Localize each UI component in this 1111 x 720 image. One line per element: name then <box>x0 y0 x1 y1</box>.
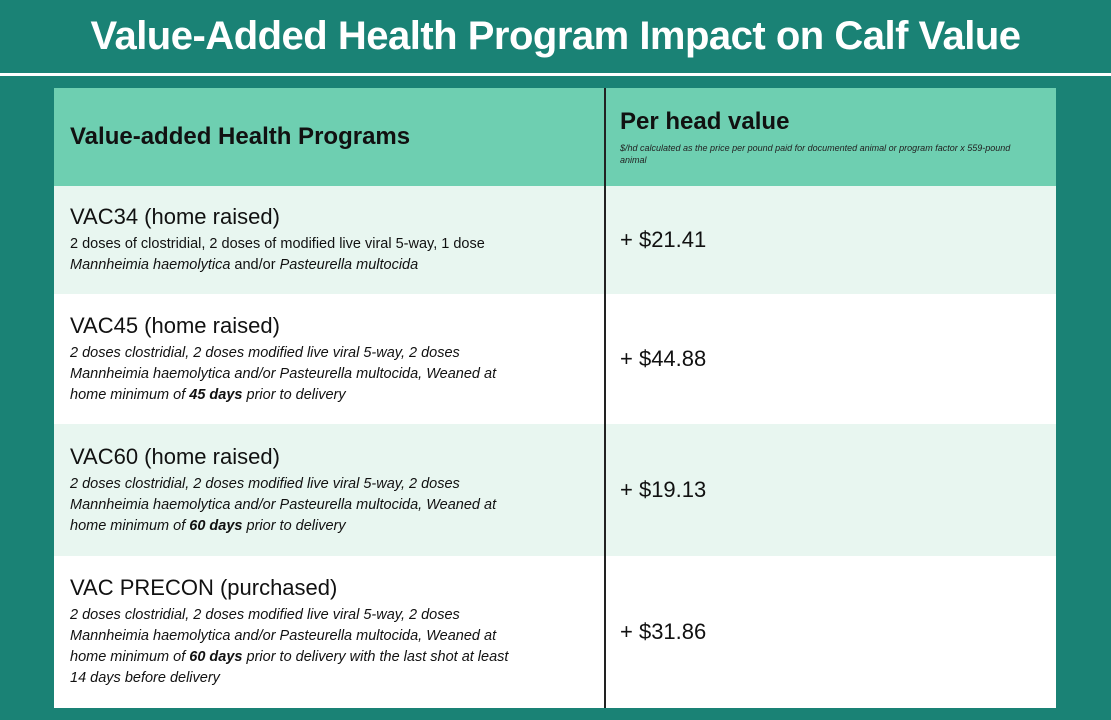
program-description: 2 doses of clostridial, 2 doses of modif… <box>70 234 604 276</box>
program-description: 2 doses clostridial, 2 doses modified li… <box>70 474 604 537</box>
column-header-value: Per head value <box>620 108 790 135</box>
table-row: VAC PRECON (purchased) 2 doses clostridi… <box>54 556 1056 708</box>
table-row: VAC60 (home raised) 2 doses clostridial,… <box>54 424 1056 556</box>
description-line: Mannheimia haemolytica and/or Pasteurell… <box>70 255 604 276</box>
title-divider <box>0 73 1111 76</box>
per-head-value: + $21.41 <box>620 227 707 252</box>
table-row: VAC34 (home raised) 2 doses of clostridi… <box>54 186 1056 294</box>
program-name: VAC60 (home raised) <box>70 443 280 469</box>
description-italic: Pasteurella multocida <box>279 257 419 273</box>
description-line: home minimum of 60 days prior to deliver… <box>70 516 604 537</box>
value-calculation-note: $/hd calculated as the price per pound p… <box>620 143 1011 165</box>
description-line: Mannheimia haemolytica and/or Pasteurell… <box>70 496 497 513</box>
description-plain: home minimum of <box>70 386 190 403</box>
description-line: 2 doses of clostridial, 2 doses of modif… <box>70 236 485 252</box>
per-head-value: + $44.88 <box>620 346 707 371</box>
program-name: VAC PRECON (purchased) <box>70 575 338 600</box>
program-table: Value-added Health Programs Per head val… <box>54 88 1056 708</box>
description-bold: 45 days <box>189 386 243 403</box>
description-line: 2 doses clostridial, 2 doses modified li… <box>70 475 460 492</box>
description-plain: prior to delivery <box>242 386 346 403</box>
description-bold: 60 days <box>189 517 243 534</box>
description-bold: 60 days <box>189 649 243 665</box>
per-head-value: + $19.13 <box>620 477 707 502</box>
description-line: home minimum of 60 days prior to deliver… <box>70 647 604 668</box>
program-name: VAC34 (home raised) <box>70 204 280 229</box>
program-description: 2 doses clostridial, 2 doses modified li… <box>70 343 604 406</box>
table-row: VAC45 (home raised) 2 doses clostridial,… <box>54 294 1056 424</box>
description-plain: prior to delivery with the last shot at … <box>242 649 509 665</box>
description-italic: Mannheimia haemolytica <box>70 257 231 273</box>
description-plain: and/or <box>230 257 280 273</box>
description-line: Mannheimia haemolytica and/or Pasteurell… <box>70 365 497 382</box>
description-line: Mannheimia haemolytica and/or Pasteurell… <box>70 628 497 644</box>
description-line: 2 doses clostridial, 2 doses modified li… <box>70 344 460 361</box>
description-line: 2 doses clostridial, 2 doses modified li… <box>70 607 460 623</box>
description-plain: prior to delivery <box>242 517 346 534</box>
per-head-value: + $31.86 <box>620 619 707 644</box>
description-line: 14 days before delivery <box>70 670 220 686</box>
page-title: Value-Added Health Program Impact on Cal… <box>90 13 1021 58</box>
description-plain: home minimum of <box>70 649 190 665</box>
description-plain: home minimum of <box>70 517 190 534</box>
description-line: home minimum of 45 days prior to deliver… <box>70 385 604 406</box>
column-header-programs: Value-added Health Programs <box>70 123 411 150</box>
program-name: VAC45 (home raised) <box>70 312 280 338</box>
program-description: 2 doses clostridial, 2 doses modified li… <box>70 605 604 689</box>
column-divider <box>604 88 606 708</box>
table-header-row: Value-added Health Programs Per head val… <box>54 88 1056 186</box>
